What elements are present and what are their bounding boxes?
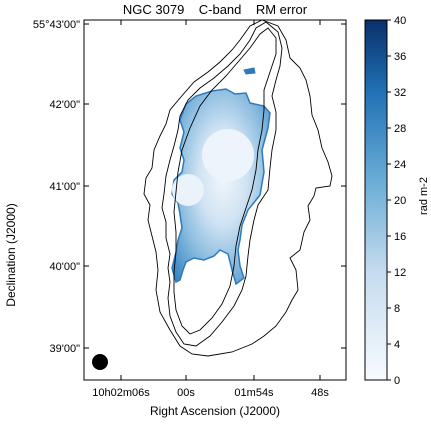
map-bright-knot	[172, 174, 204, 206]
colorbar-tick-label: 8	[394, 303, 400, 315]
y-tick-marks	[84, 23, 346, 349]
colorbar-tick-label: 24	[394, 159, 406, 171]
y-axis-label-wrap: Declination (J2000)	[1, 190, 19, 306]
map-fragment	[243, 67, 256, 75]
colorbar-tick-label: 12	[394, 267, 406, 279]
figure-title: NGC 3079 C-band RM error	[122, 2, 308, 17]
y-tick-label: 55°43'00"	[33, 19, 80, 31]
y-tick-label: 39'00"	[50, 343, 81, 355]
x-tick-marks	[120, 20, 321, 380]
colorbar	[364, 19, 388, 381]
x-tick-label: 10h02m06s	[92, 387, 150, 399]
contour-middle	[161, 21, 283, 347]
x-axis-label: Right Ascension (J2000)	[149, 404, 281, 418]
beam-ellipse	[92, 354, 108, 370]
colorbar-tick-label: 40	[394, 15, 406, 27]
x-tick-label: 01m54s	[234, 387, 274, 399]
contour-outer	[143, 20, 333, 357]
y-tick-label: 42'00"	[50, 99, 81, 111]
x-tick-label: 48s	[311, 387, 329, 399]
y-axis-label: Declination (J2000)	[4, 203, 18, 307]
colorbar-label-wrap: rad m-2	[414, 177, 431, 215]
y-tick-label: 40'00"	[50, 261, 81, 273]
x-tick-label: 00s	[177, 387, 195, 399]
colorbar-tick-label: 4	[394, 339, 400, 351]
colorbar-label: rad m-2	[418, 177, 430, 215]
colorbar-tick-label: 36	[394, 51, 406, 63]
colorbar-tick-label: 20	[394, 195, 406, 207]
colorbar-tick-marks	[387, 19, 391, 381]
map-bright-core	[202, 129, 254, 181]
colorbar-tick-label: 16	[394, 231, 406, 243]
colorbar-tick-label: 28	[394, 123, 406, 135]
contour-inner	[173, 27, 277, 335]
colorbar-tick-label: 32	[394, 87, 406, 99]
y-tick-label: 41'00"	[50, 181, 81, 193]
colorbar-tick-label: 0	[394, 375, 400, 387]
